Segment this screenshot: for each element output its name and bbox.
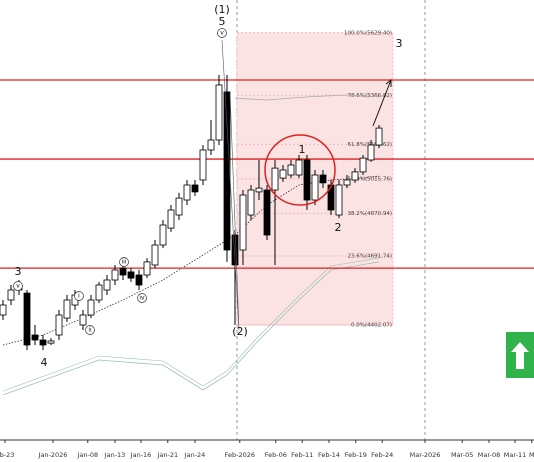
moving-average bbox=[234, 94, 380, 101]
fib-label: 100.0%(5629.40) bbox=[344, 30, 392, 36]
wave-label: (2) bbox=[232, 325, 248, 338]
x-tick-label: Feb-06 bbox=[265, 451, 287, 459]
wave-circle-label: v bbox=[220, 30, 224, 37]
x-tick-label: Mar-05 bbox=[451, 451, 473, 459]
candle-body bbox=[63, 299, 71, 319]
wave-line bbox=[221, 39, 240, 331]
x-tick-label: Feb-24 bbox=[371, 451, 393, 459]
wave-circle bbox=[137, 293, 147, 303]
candle-body bbox=[335, 184, 343, 216]
candle-body bbox=[151, 244, 159, 266]
candle-body bbox=[303, 159, 311, 201]
wave-circle bbox=[85, 325, 95, 335]
candle-body bbox=[111, 269, 119, 281]
x-tick-label: Jan-24 bbox=[184, 451, 206, 459]
candle-body bbox=[279, 169, 287, 179]
x-tick-label: Mar-08 bbox=[478, 451, 500, 459]
candle-body bbox=[271, 167, 279, 191]
candle-body bbox=[199, 149, 207, 181]
x-tick-label: eb-23 bbox=[0, 451, 14, 459]
x-tick-label: Jan-21 bbox=[156, 451, 178, 459]
wave-label: 1 bbox=[299, 143, 306, 156]
candle-body bbox=[191, 184, 199, 193]
wave-label: 5 bbox=[219, 15, 226, 28]
buy-button[interactable] bbox=[506, 332, 534, 378]
candle-body bbox=[223, 91, 231, 251]
wave-label: (1) bbox=[214, 3, 230, 16]
candle-body bbox=[143, 261, 151, 276]
x-tick-label: Jan-13 bbox=[104, 451, 126, 459]
candle-body bbox=[367, 144, 375, 161]
candle-body bbox=[87, 299, 95, 316]
candle-body bbox=[183, 184, 191, 201]
candle-body bbox=[263, 189, 271, 236]
up-arrow-icon[interactable] bbox=[511, 342, 529, 369]
wave-circle bbox=[217, 28, 227, 38]
candle-body bbox=[343, 179, 351, 186]
candle-body bbox=[79, 314, 87, 326]
wave-label: 4 bbox=[41, 356, 48, 369]
candle-body bbox=[0, 304, 7, 316]
wave-circle-label: ii bbox=[88, 327, 92, 334]
candle-body bbox=[359, 157, 367, 173]
wave-circle bbox=[74, 291, 84, 301]
candle-body bbox=[103, 279, 111, 291]
wave-circle bbox=[13, 281, 23, 291]
candle-body bbox=[159, 224, 167, 246]
x-tick-label: Feb-11 bbox=[291, 451, 313, 459]
candle-body bbox=[375, 127, 383, 146]
x-tick-label: Mar-11 bbox=[504, 451, 526, 459]
candle-body bbox=[39, 339, 47, 346]
wave-circle-label: iii bbox=[121, 259, 126, 266]
x-tick-label: Mar-2026 bbox=[410, 451, 441, 459]
x-tick-label: Jan-08 bbox=[76, 451, 98, 459]
candle-body bbox=[255, 187, 263, 193]
candle-body bbox=[135, 274, 143, 286]
candle-body bbox=[119, 267, 127, 276]
x-tick-label: Feb-2026 bbox=[225, 451, 255, 459]
candle-body bbox=[287, 164, 295, 176]
x-tick-label: Feb-19 bbox=[345, 451, 367, 459]
candle-body bbox=[175, 197, 183, 216]
candle-body bbox=[47, 340, 55, 344]
fib-label: 78.6%(5366.82) bbox=[347, 93, 392, 99]
wave-label: 3 bbox=[396, 37, 403, 50]
candle-body bbox=[7, 289, 15, 301]
candle-body bbox=[295, 159, 303, 176]
fib-label: 0.0%(4402.07) bbox=[351, 322, 392, 328]
x-tick-label: M bbox=[529, 451, 534, 459]
candle-body bbox=[55, 314, 63, 336]
candle-body bbox=[215, 84, 223, 141]
candle-body bbox=[127, 271, 135, 279]
wave-circle-label: i bbox=[78, 293, 80, 300]
candle-body bbox=[247, 189, 255, 216]
fib-label: 23.6%(4691.74) bbox=[347, 254, 392, 260]
x-tick-label: Jan-2026 bbox=[38, 451, 68, 459]
fib-label: 50.0%(5015.76) bbox=[347, 176, 392, 182]
fib-label: 38.2%(4870.94) bbox=[347, 211, 392, 217]
candle-body bbox=[207, 139, 215, 151]
projection-arrow bbox=[372, 79, 392, 127]
wave-label: 2 bbox=[335, 221, 342, 234]
candle-body bbox=[31, 334, 39, 341]
candle-body bbox=[351, 171, 359, 181]
moving-average-echo bbox=[2, 257, 380, 392]
highlight-circle bbox=[264, 134, 336, 206]
wave-circle-label: v bbox=[16, 283, 20, 290]
wave-label: 3 bbox=[15, 265, 22, 278]
candle-body bbox=[23, 292, 31, 346]
candle-body bbox=[319, 174, 327, 184]
wave-circle-label: iv bbox=[139, 295, 145, 302]
x-tick-label: Jan-16 bbox=[130, 451, 152, 459]
moving-average bbox=[2, 261, 380, 396]
wave-circle bbox=[119, 257, 129, 267]
candle-body bbox=[95, 284, 103, 301]
candle-body bbox=[311, 174, 319, 201]
x-tick-label: Feb-14 bbox=[318, 451, 340, 459]
candle-body bbox=[239, 194, 247, 251]
candle-body bbox=[167, 209, 175, 229]
